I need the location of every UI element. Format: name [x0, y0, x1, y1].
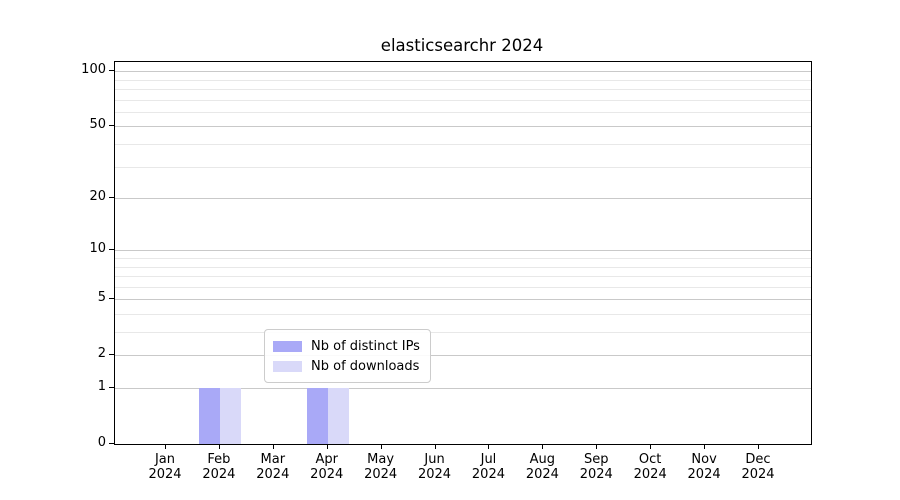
legend-swatch-distinct-ips [273, 340, 302, 352]
gridline-minor [115, 266, 811, 268]
x-axis-tick-label: Sep 2024 [579, 452, 613, 482]
y-axis-tick-label: 2 [97, 346, 106, 362]
gridline-major [115, 250, 811, 252]
y-axis-tick-label: 10 [89, 241, 106, 257]
gridline-major [115, 355, 811, 357]
x-axis-tick-label: Jun 2024 [417, 452, 452, 482]
y-tick-mark [109, 70, 114, 72]
gridline-minor [115, 111, 811, 113]
gridline-major [115, 126, 811, 128]
gridline-minor [115, 166, 811, 168]
gridline-minor [115, 79, 811, 81]
plot-area [114, 61, 812, 445]
y-axis-tick-label: 100 [81, 62, 106, 78]
x-axis-tick-label: Mar 2024 [256, 452, 290, 482]
y-tick-mark [109, 354, 114, 356]
x-axis-tick-label: Oct 2024 [633, 452, 667, 482]
y-axis-tick-label: 1 [97, 379, 106, 394]
gridline-major [115, 388, 811, 389]
x-tick-mark [326, 444, 328, 449]
y-tick-mark [109, 125, 114, 127]
x-axis-tick-label: Jul 2024 [471, 452, 505, 482]
x-axis-tick-label: Dec 2024 [741, 452, 775, 482]
x-tick-mark [272, 444, 274, 449]
gridline-minor [115, 286, 811, 288]
y-axis-tick-label: 50 [89, 117, 106, 133]
x-axis-tick-label: Apr 2024 [310, 452, 344, 482]
gridline-minor [115, 99, 811, 101]
legend-label: Nb of downloads [311, 358, 420, 374]
bar-downloads [219, 388, 241, 444]
x-tick-mark [165, 444, 166, 449]
gridline-minor [115, 276, 811, 278]
y-tick-mark [109, 387, 114, 388]
bar-downloads [327, 388, 349, 444]
gridline-minor [115, 313, 811, 315]
x-tick-mark [542, 444, 544, 449]
chart-title: elasticsearchr 2024 [380, 36, 544, 55]
y-axis-tick-label: 5 [97, 290, 106, 306]
legend-label: Nb of distinct IPs [311, 338, 420, 354]
x-axis-tick-label: Aug 2024 [525, 452, 559, 482]
bar-distinct-ips [198, 388, 220, 444]
gridline-major [115, 71, 811, 73]
y-tick-mark [109, 298, 114, 300]
gridline-major [115, 198, 811, 200]
x-tick-mark [650, 444, 652, 449]
x-tick-mark [434, 444, 436, 449]
legend-entry: Nb of downloads [273, 356, 420, 376]
gridline-minor [115, 258, 811, 259]
legend-entry: Nb of distinct IPs [273, 336, 420, 356]
x-axis-tick-label: Feb 2024 [202, 452, 236, 482]
bar-distinct-ips [306, 388, 328, 444]
x-tick-mark [758, 444, 759, 449]
x-tick-mark [218, 444, 220, 449]
gridline-minor [115, 332, 811, 334]
y-tick-mark [109, 197, 114, 199]
x-tick-mark [596, 444, 598, 449]
legend-swatch-downloads [273, 360, 302, 372]
legend: Nb of distinct IPs Nb of downloads [264, 329, 431, 383]
y-axis-tick-label: 0 [97, 435, 106, 450]
x-axis-tick-label: Jan 2024 [148, 452, 182, 482]
x-axis-tick-label: Nov 2024 [687, 452, 721, 482]
x-axis-tick-label: May 2024 [364, 452, 398, 482]
gridline-minor [115, 89, 811, 91]
x-tick-mark [380, 444, 382, 449]
y-tick-mark [109, 443, 114, 444]
gridline-minor [115, 144, 811, 146]
y-tick-mark [109, 249, 114, 251]
x-tick-mark [704, 444, 706, 449]
y-axis-tick-label: 20 [89, 189, 106, 205]
x-tick-mark [488, 444, 490, 449]
gridline-major [115, 299, 811, 301]
